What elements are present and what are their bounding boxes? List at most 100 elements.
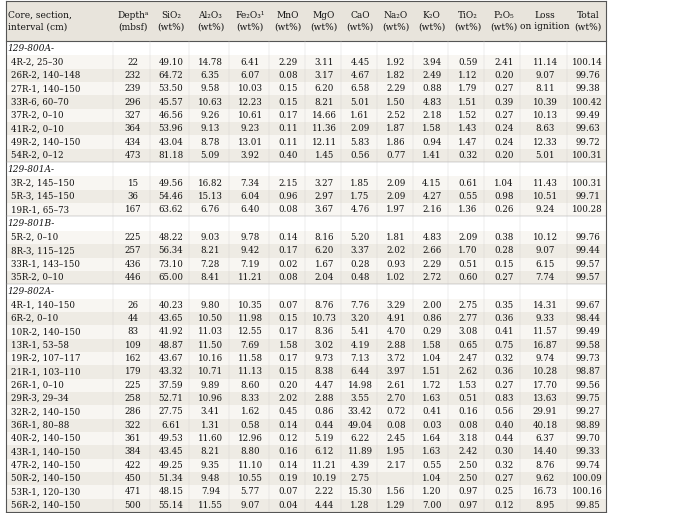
Text: 2.72: 2.72 <box>422 273 442 282</box>
Text: 43.67: 43.67 <box>159 354 183 363</box>
Text: 10.12: 10.12 <box>533 233 558 242</box>
Text: Na₂O
(wt%): Na₂O (wt%) <box>382 11 410 31</box>
Bar <box>6 258 606 271</box>
Text: 9.13: 9.13 <box>201 124 220 133</box>
Text: 0.36: 0.36 <box>494 314 513 323</box>
Text: 0.20: 0.20 <box>494 151 513 160</box>
Text: 1.58: 1.58 <box>278 341 298 350</box>
Text: 0.27: 0.27 <box>494 111 513 120</box>
Bar <box>6 82 606 95</box>
Text: 0.07: 0.07 <box>278 301 298 310</box>
Text: 0.08: 0.08 <box>278 205 298 214</box>
Text: 2.47: 2.47 <box>458 354 477 363</box>
Text: 0.27: 0.27 <box>494 273 513 282</box>
Text: 0.65: 0.65 <box>458 341 477 350</box>
Text: 11.55: 11.55 <box>198 501 223 510</box>
Text: 10.35: 10.35 <box>238 301 263 310</box>
Text: 99.73: 99.73 <box>576 354 600 363</box>
Text: 0.25: 0.25 <box>494 487 513 497</box>
Text: 0.12: 0.12 <box>494 501 513 510</box>
Text: 99.49: 99.49 <box>576 327 600 337</box>
Text: 1.86: 1.86 <box>386 137 406 147</box>
Text: 29.91: 29.91 <box>533 407 558 417</box>
Text: Loss
on ignition: Loss on ignition <box>520 11 570 31</box>
Text: 1.62: 1.62 <box>240 407 260 417</box>
Text: 5.01: 5.01 <box>536 151 555 160</box>
Text: 9.23: 9.23 <box>240 124 260 133</box>
Text: 33R-6, 60–70: 33R-6, 60–70 <box>11 97 69 107</box>
Text: 6.61: 6.61 <box>161 421 181 430</box>
Text: 4.83: 4.83 <box>422 97 442 107</box>
Text: 99.57: 99.57 <box>576 273 600 282</box>
Text: 10.61: 10.61 <box>238 111 263 120</box>
Bar <box>6 244 606 258</box>
Text: 1.51: 1.51 <box>458 97 477 107</box>
Bar <box>6 299 606 312</box>
Text: 3.20: 3.20 <box>350 314 370 323</box>
Text: 1.81: 1.81 <box>386 233 406 242</box>
Text: P₂O₅
(wt%): P₂O₅ (wt%) <box>490 11 518 31</box>
Text: 5R-3, 145–150: 5R-3, 145–150 <box>11 192 75 201</box>
Text: 36: 36 <box>128 192 138 201</box>
Text: 2.15: 2.15 <box>278 179 298 188</box>
Text: 99.33: 99.33 <box>576 447 600 457</box>
Text: 0.56: 0.56 <box>494 407 513 417</box>
Text: 49R-2, 140–150: 49R-2, 140–150 <box>11 137 80 147</box>
Text: 9.07: 9.07 <box>536 71 555 80</box>
Text: 99.27: 99.27 <box>576 407 600 417</box>
Bar <box>6 432 606 445</box>
Text: 12.11: 12.11 <box>312 137 337 147</box>
Text: 9.80: 9.80 <box>200 301 220 310</box>
Text: 5.20: 5.20 <box>350 233 370 242</box>
Text: 8.38: 8.38 <box>314 367 334 377</box>
Text: 0.75: 0.75 <box>494 341 513 350</box>
Text: 7.00: 7.00 <box>422 501 442 510</box>
Text: 1.04: 1.04 <box>422 474 442 483</box>
Text: 22: 22 <box>128 57 138 67</box>
Text: 3.41: 3.41 <box>201 407 220 417</box>
Text: 0.17: 0.17 <box>278 327 298 337</box>
Text: 99.74: 99.74 <box>576 461 600 470</box>
Text: 7.76: 7.76 <box>350 301 370 310</box>
Text: 5.19: 5.19 <box>314 434 334 443</box>
Bar <box>6 122 606 135</box>
Text: 29R-3, 29–34: 29R-3, 29–34 <box>11 394 68 403</box>
Text: 0.19: 0.19 <box>278 474 298 483</box>
Text: 43.04: 43.04 <box>159 137 183 147</box>
Text: 10.73: 10.73 <box>312 314 337 323</box>
Text: 99.70: 99.70 <box>576 434 600 443</box>
Bar <box>6 472 606 485</box>
Text: 0.03: 0.03 <box>422 421 442 430</box>
Text: 0.28: 0.28 <box>494 246 513 255</box>
Text: 2.42: 2.42 <box>458 447 477 457</box>
Text: 0.17: 0.17 <box>278 111 298 120</box>
Text: 49.25: 49.25 <box>159 461 183 470</box>
Text: 3.55: 3.55 <box>350 394 370 403</box>
Text: 258: 258 <box>124 394 142 403</box>
Text: 10.03: 10.03 <box>238 84 263 93</box>
Text: 0.86: 0.86 <box>422 314 442 323</box>
Text: 1.02: 1.02 <box>386 273 406 282</box>
Text: 7.69: 7.69 <box>240 341 260 350</box>
Text: 0.14: 0.14 <box>278 233 298 242</box>
Text: 26: 26 <box>128 301 138 310</box>
Text: 14.78: 14.78 <box>198 57 223 67</box>
Text: 0.51: 0.51 <box>458 394 477 403</box>
Text: 0.60: 0.60 <box>458 273 477 282</box>
Text: 13R-1, 53–58: 13R-1, 53–58 <box>11 341 69 350</box>
Text: 5.41: 5.41 <box>350 327 370 337</box>
Text: 99.57: 99.57 <box>576 260 600 269</box>
Text: 100.16: 100.16 <box>572 487 603 497</box>
Bar <box>6 109 606 122</box>
Text: 0.59: 0.59 <box>458 57 477 67</box>
Text: 0.08: 0.08 <box>386 421 406 430</box>
Text: 0.55: 0.55 <box>458 192 477 201</box>
Text: 100.28: 100.28 <box>572 205 603 214</box>
Text: 53.50: 53.50 <box>159 84 183 93</box>
Text: 8.78: 8.78 <box>200 137 220 147</box>
Text: 1.31: 1.31 <box>200 421 220 430</box>
Text: 4R-1, 140–150: 4R-1, 140–150 <box>11 301 75 310</box>
Text: 0.98: 0.98 <box>494 192 513 201</box>
Text: 3.72: 3.72 <box>386 354 406 363</box>
Text: 296: 296 <box>125 97 141 107</box>
